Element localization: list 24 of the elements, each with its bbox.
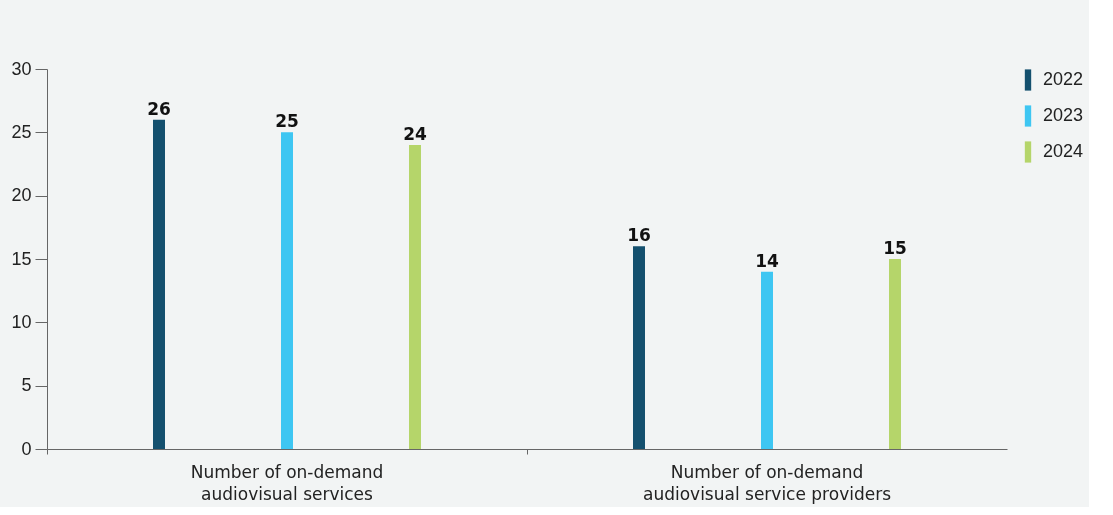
y-tick-label: 5 xyxy=(21,375,32,396)
x-tick-label: Number of on-demand audiovisual services xyxy=(190,461,384,504)
y-tick-label: 20 xyxy=(11,185,32,206)
data-label: 15 xyxy=(883,238,907,258)
legend-label: 2023 xyxy=(1043,105,1084,125)
bar xyxy=(409,145,421,449)
bar xyxy=(153,119,165,449)
data-label: 14 xyxy=(755,250,779,271)
bar xyxy=(281,132,293,449)
bar xyxy=(633,246,645,449)
y-tick-label: 10 xyxy=(11,311,32,332)
data-label: 26 xyxy=(147,98,171,119)
y-tick-label: 30 xyxy=(11,58,32,79)
bar xyxy=(889,259,901,449)
data-label: 16 xyxy=(627,225,651,246)
data-label: 24 xyxy=(403,124,427,144)
x-tick-label: Number of on-demand audiovisual service providers xyxy=(642,461,892,504)
bar xyxy=(761,271,773,449)
data-label: 25 xyxy=(275,111,299,132)
legend-label: 2024 xyxy=(1043,141,1084,161)
y-tick-label: 15 xyxy=(11,248,32,269)
legend-label: 2022 xyxy=(1043,69,1084,89)
y-tick-label: 25 xyxy=(11,121,32,142)
y-tick-label: 0 xyxy=(21,438,32,459)
